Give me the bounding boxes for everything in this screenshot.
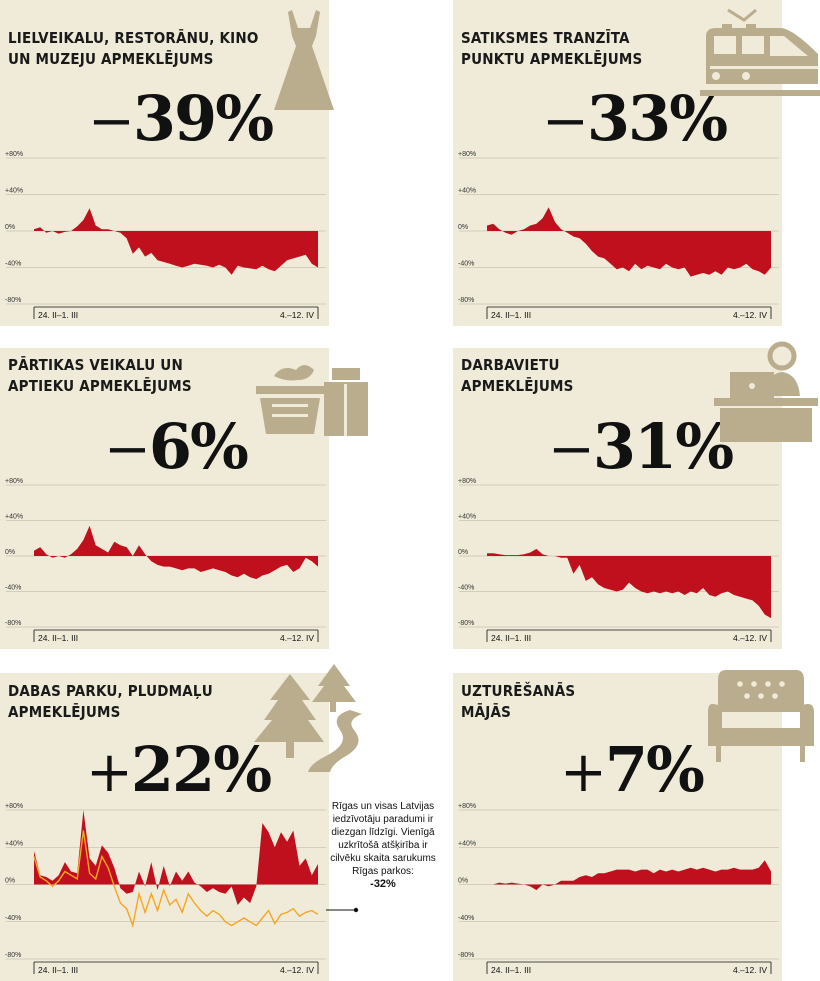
chart-shops: +80% +40% 0% -40% -80% 24. II–1. III 4.–12. IV	[5, 151, 326, 320]
office-desk-icon	[714, 341, 818, 442]
panel-title: LIELVEIKALU, RESTORĀNU, KINO UN MUZEJU AP…	[8, 29, 259, 68]
panel-home	[453, 673, 782, 981]
change-value: +22%	[86, 733, 272, 806]
chart-workplaces: +80% +40% 0% -40% -80% 24. II–1. III 4.–12. IV	[458, 478, 779, 643]
annotation-value: -32%	[370, 878, 396, 890]
x-start-label: 24. II–1. III	[491, 310, 531, 320]
series-area	[34, 525, 318, 580]
y-tick-label: 0%	[5, 224, 15, 231]
y-tick-label: +40%	[5, 188, 23, 195]
y-tick-label: +80%	[5, 803, 23, 810]
x-start-label: 24. II–1. III	[38, 965, 78, 975]
chart-parks: +80% +40% 0% -40% -80% 24. II–1. III 4.–12. IV	[5, 803, 326, 975]
y-tick-label: -80%	[458, 297, 474, 304]
x-start-label: 24. II–1. III	[491, 633, 531, 643]
y-tick-label: -40%	[5, 585, 21, 592]
x-end-label: 4.–12. IV	[280, 310, 314, 320]
y-tick-label: -40%	[458, 261, 474, 268]
train-icon	[700, 8, 820, 96]
panel-title: DABAS PARKU, PLUDMAĻU APMEKLĒJUMS	[8, 682, 213, 721]
y-tick-label: 0%	[5, 549, 15, 556]
y-tick-label: 0%	[458, 224, 468, 231]
y-tick-label: -40%	[5, 261, 21, 268]
x-start-label: 24. II–1. III	[38, 310, 78, 320]
y-tick-label: -80%	[458, 620, 474, 627]
y-tick-label: -80%	[5, 952, 21, 959]
annotation-note: Rīgas un visas Latvijas iedzīvotāju para…	[328, 800, 438, 891]
change-value: +7%	[560, 733, 705, 806]
dress-icon	[274, 10, 334, 110]
y-tick-label: -40%	[458, 915, 474, 922]
y-tick-label: 0%	[458, 878, 468, 885]
x-start-label: 24. II–1. III	[38, 633, 78, 643]
x-start-label: 24. II–1. III	[491, 965, 531, 975]
change-value: −39%	[88, 82, 274, 155]
y-tick-label: 0%	[458, 549, 468, 556]
y-tick-label: -40%	[458, 585, 474, 592]
x-end-label: 4.–12. IV	[280, 965, 314, 975]
y-tick-label: +40%	[5, 840, 23, 847]
series-area	[34, 208, 318, 275]
change-value: −33%	[542, 82, 728, 155]
y-tick-label: -80%	[5, 620, 21, 627]
grocery-basket-icon	[256, 365, 368, 436]
y-tick-label: -80%	[5, 297, 21, 304]
panel-title: SATIKSMES TRANZĪTA PUNKTU APMEKLĒJUMS	[461, 29, 643, 68]
y-tick-label: 0%	[5, 878, 15, 885]
change-value: −31%	[548, 410, 734, 483]
y-tick-label: +40%	[458, 840, 476, 847]
series-area	[487, 860, 771, 891]
y-tick-label: +40%	[458, 188, 476, 195]
series-area	[34, 810, 318, 905]
chart-grocery: +80% +40% 0% -40% -80% 24. II–1. III 4.–12. IV	[5, 478, 326, 643]
x-end-label: 4.–12. IV	[733, 310, 767, 320]
y-tick-label: +40%	[5, 514, 23, 521]
panel-shops	[0, 0, 329, 326]
chart-home: +80% +40% 0% -40% -80% 24. II–1. III 4.–12. IV	[458, 803, 779, 975]
armchair-icon	[708, 670, 814, 762]
series-area	[487, 548, 771, 619]
y-tick-label: -40%	[5, 915, 21, 922]
y-tick-label: +80%	[5, 478, 23, 485]
x-end-label: 4.–12. IV	[733, 633, 767, 643]
change-value: −6%	[104, 410, 249, 483]
y-tick-label: +80%	[458, 803, 476, 810]
y-tick-label: +40%	[458, 514, 476, 521]
panel-title: PĀRTIKAS VEIKALU UN APTIEKU APMEKLĒJUMS	[8, 356, 192, 395]
series-area	[487, 207, 771, 277]
panel-title: DARBAVIETU APMEKLĒJUMS	[461, 356, 574, 395]
annotation-text: Rīgas un visas Latvijas iedzīvotāju para…	[330, 801, 436, 877]
annotation-pointer	[326, 907, 359, 913]
x-end-label: 4.–12. IV	[733, 965, 767, 975]
y-tick-label: +80%	[458, 478, 476, 485]
panel-title: UZTURĒŠANĀS MĀJĀS	[461, 682, 576, 721]
x-end-label: 4.–12. IV	[280, 633, 314, 643]
trees-path-icon	[254, 664, 362, 772]
y-tick-label: +80%	[458, 151, 476, 158]
secondary-series-line	[33, 830, 319, 929]
chart-transit: +80% +40% 0% -40% -80% 24. II–1. III 4.–12. IV	[458, 151, 779, 320]
y-tick-label: +80%	[5, 151, 23, 158]
y-tick-label: -80%	[458, 952, 474, 959]
